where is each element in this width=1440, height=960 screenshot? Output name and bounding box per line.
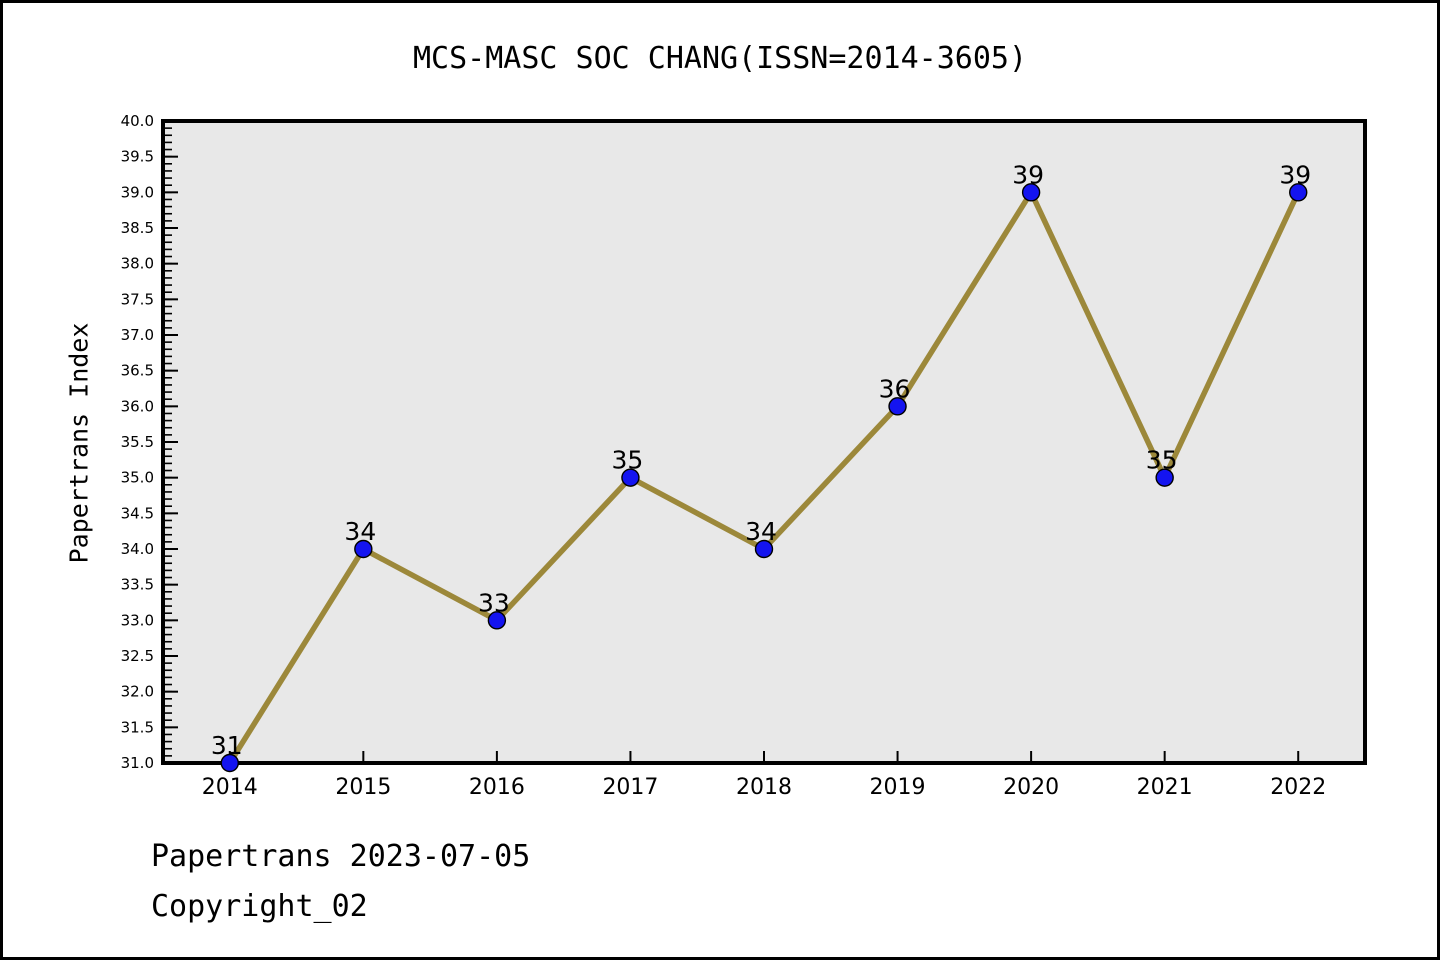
x-tick-label: 2014: [202, 775, 258, 800]
y-tick-label: 31.5: [121, 718, 154, 736]
x-tick-label: 2021: [1137, 775, 1193, 800]
data-point-label: 35: [612, 446, 644, 475]
data-point: [621, 468, 640, 487]
chart-title: MCS-MASC SOC CHANG(ISSN=2014-3605): [412, 41, 1028, 76]
data-point: [487, 611, 507, 630]
y-tick-label: 39.5: [121, 148, 154, 166]
y-tick-label: 33.0: [121, 611, 154, 629]
data-point: [1021, 183, 1041, 202]
data-point-label: 39: [1279, 160, 1311, 189]
y-tick-label: 38.0: [121, 255, 154, 273]
y-tick-label: 36.0: [121, 397, 154, 415]
y-tick-label: 32.5: [121, 647, 154, 665]
data-point: [1155, 468, 1174, 487]
y-tick-label: 31.0: [121, 754, 154, 772]
plot-area: [161, 119, 1367, 765]
y-tick-label: 32.0: [121, 683, 154, 701]
footer-copyright: Copyright_02: [151, 889, 368, 924]
footer-source-date: Papertrans 2023-07-05: [151, 839, 531, 874]
data-point-label: 36: [879, 374, 911, 403]
y-tick-label: 36.5: [121, 362, 154, 380]
x-tick-label: 2022: [1270, 775, 1326, 800]
data-point-label: 35: [1146, 446, 1178, 475]
y-tick-label: 34.0: [121, 540, 154, 558]
data-point-label: 34: [745, 517, 777, 546]
data-point-label: 39: [1012, 160, 1044, 189]
x-tick-label: 2020: [1003, 775, 1059, 800]
x-tick-label: 2017: [602, 775, 658, 800]
line-chart-canvas: 31.0 31.5 32.0 32.5 33.0 33.5 34.0 34.5 35.0 35.5…: [121, 112, 1367, 800]
x-tick-label: 2015: [335, 775, 391, 800]
y-tick-label: 40.0: [121, 112, 154, 130]
x-tick-label: 2018: [736, 775, 792, 800]
y-tick-label: 34.5: [121, 504, 154, 522]
y-tick-label: 38.5: [121, 219, 154, 237]
y-tick-label: 35.5: [121, 433, 154, 451]
data-point: [754, 539, 774, 559]
y-tick-label: 37.5: [121, 290, 154, 308]
data-point: [220, 753, 239, 773]
data-point: [888, 397, 907, 416]
data-point-label: 34: [344, 517, 376, 546]
y-tick-label: 37.0: [121, 326, 154, 344]
y-tick-label: 39.0: [121, 183, 154, 201]
y-tick-label: 33.5: [121, 576, 154, 594]
data-point: [354, 539, 373, 559]
x-tick-label: 2016: [469, 775, 525, 800]
data-point-label: 33: [478, 588, 510, 617]
x-tick-label: 2019: [870, 775, 926, 800]
data-point-label: 31: [211, 731, 243, 760]
data-point: [1289, 183, 1308, 202]
y-tick-label: 35.0: [121, 469, 154, 487]
